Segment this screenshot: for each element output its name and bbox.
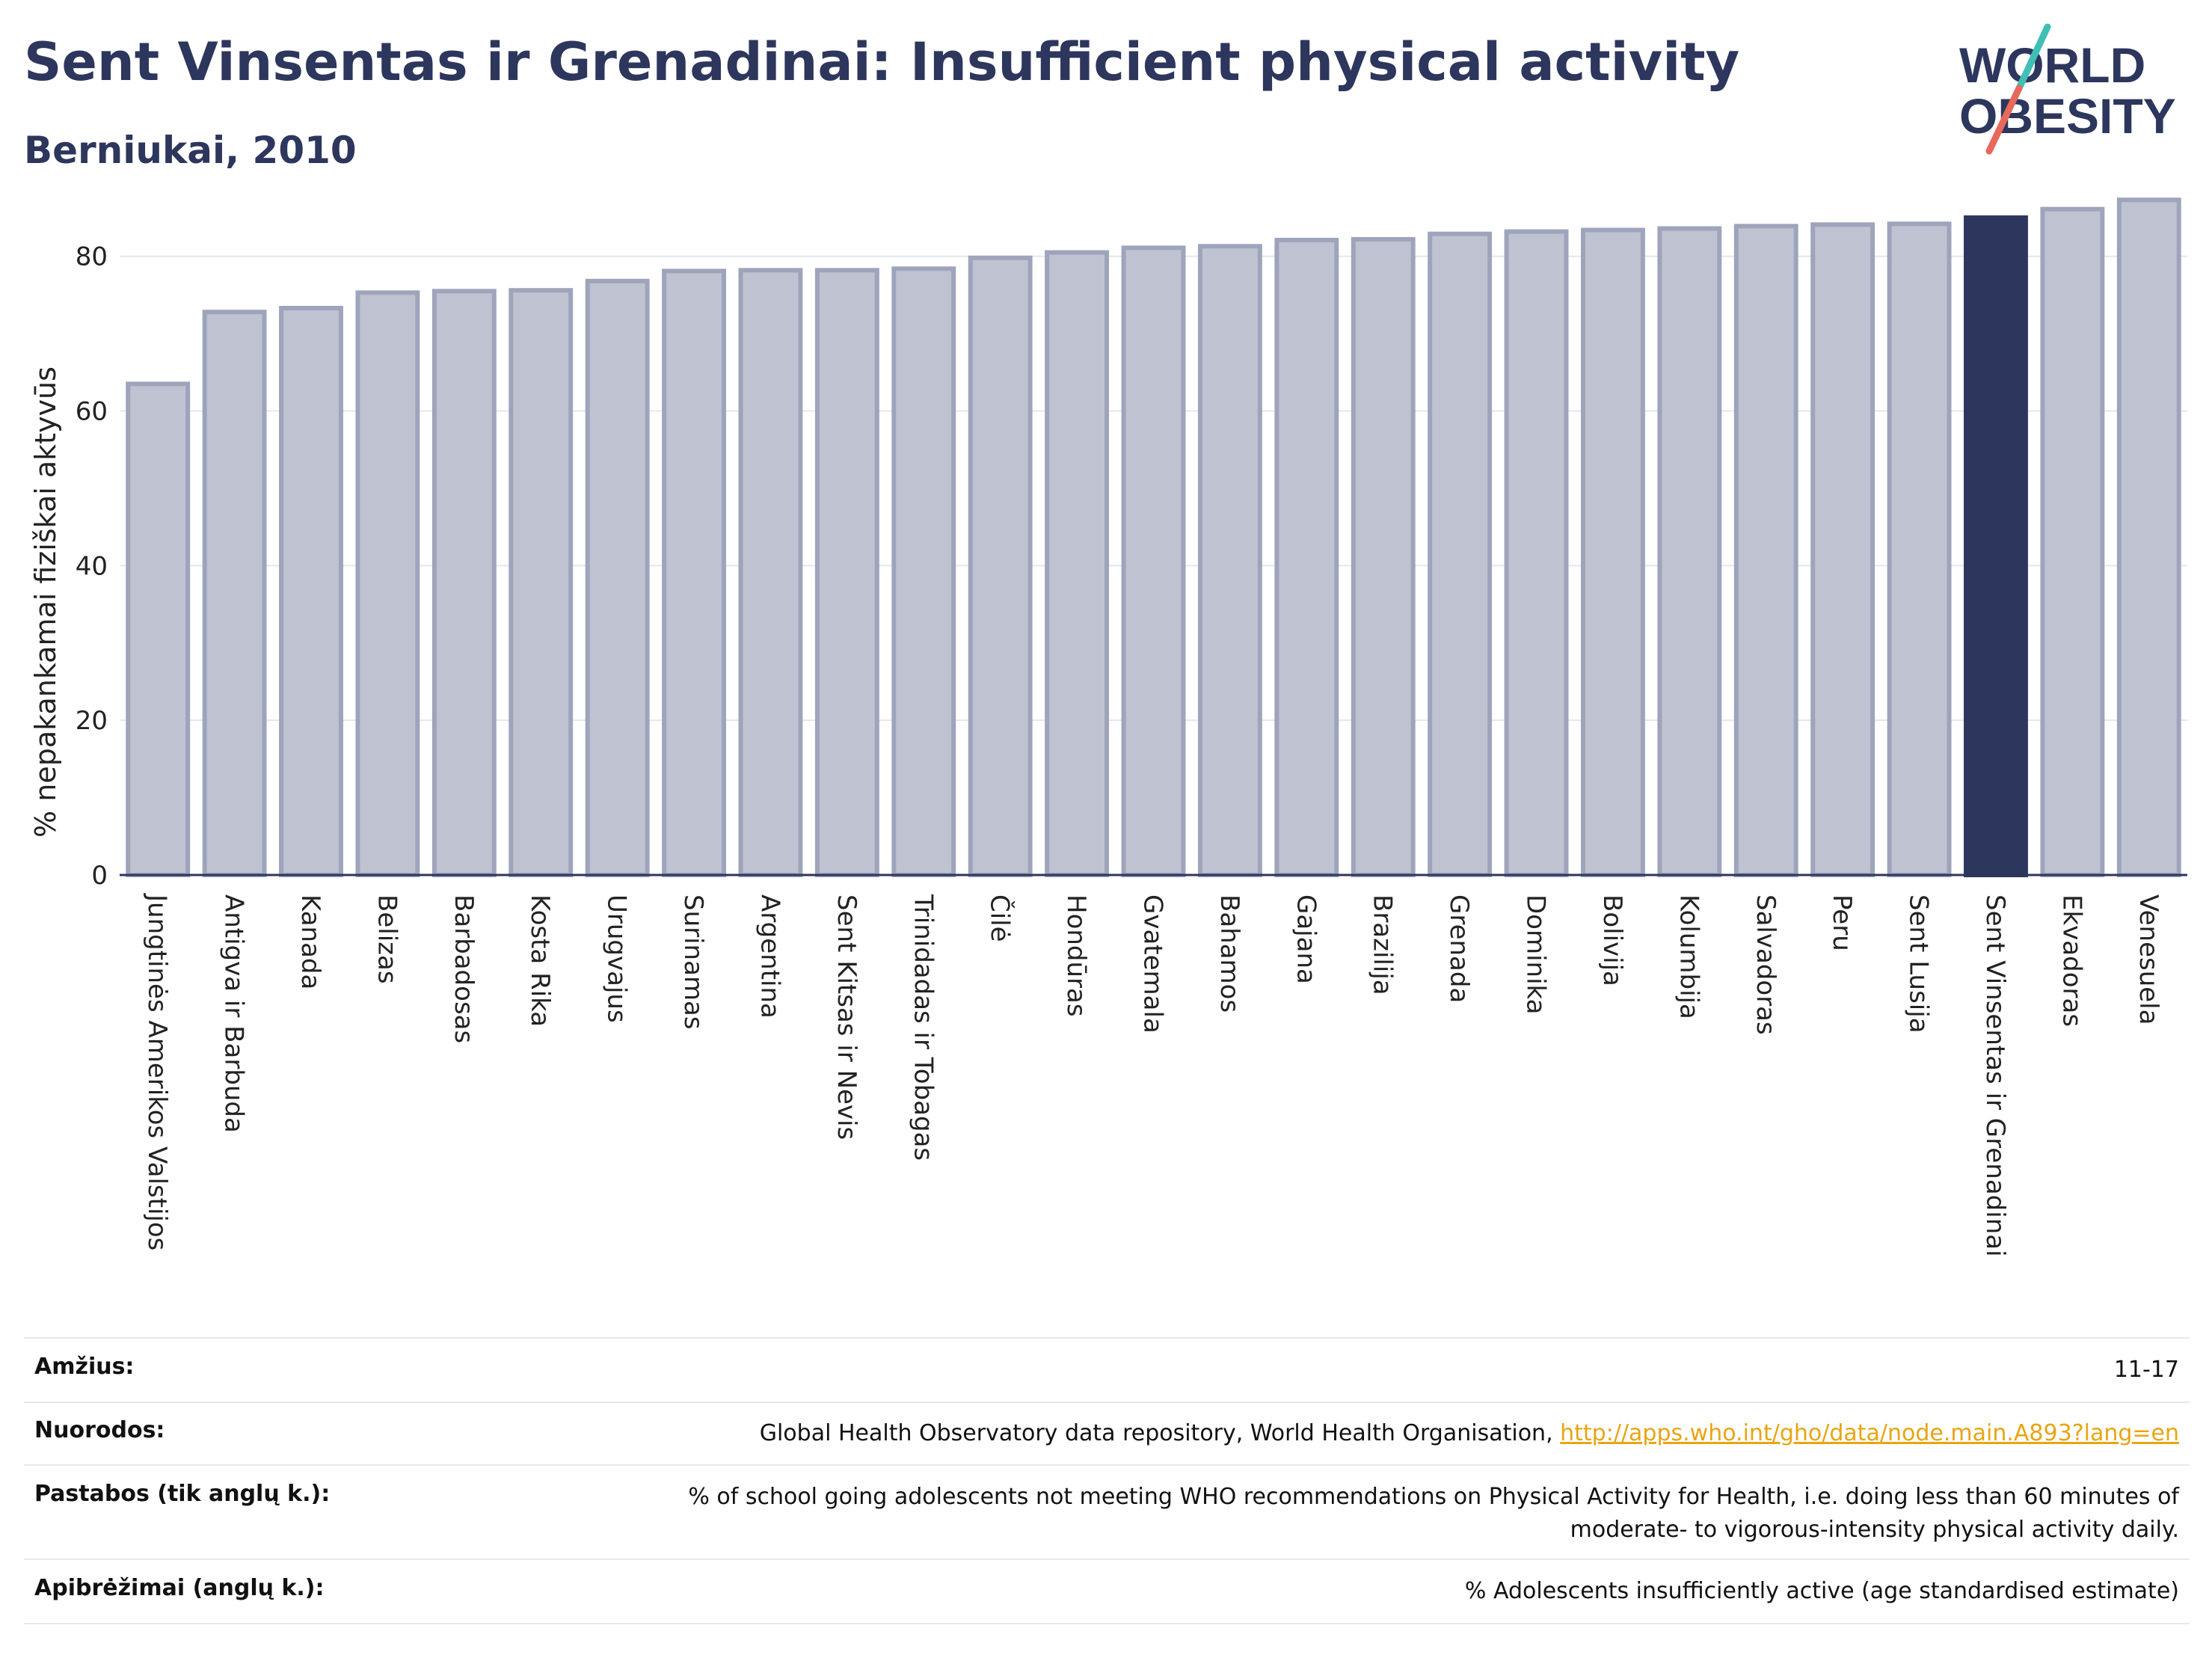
bar (2040, 206, 2105, 878)
info-label-references: Nuorodos: (34, 1417, 165, 1443)
bar (1045, 250, 1110, 877)
y-tick-label: 0 (91, 861, 108, 891)
x-tick-label: Sent Vinsentas ir Grenadinai (1980, 894, 2010, 1257)
x-tick-label: Grenada (1444, 894, 1474, 1003)
world-obesity-logo: WORLD OBESITY (1959, 23, 2176, 155)
bar (585, 278, 650, 877)
x-tick-label: Kolumbija (1674, 894, 1703, 1019)
bar (1351, 236, 1416, 877)
info-label-definitions: Apibrėžimai (anglų k.): (34, 1575, 325, 1601)
bar (1581, 227, 1645, 877)
x-tick-label: Bahamos (1214, 894, 1244, 1013)
x-tick-label: Trinidadas ir Tobagas (908, 894, 938, 1161)
who-source-link[interactable]: http://apps.who.int/gho/data/node.main.A… (1560, 1420, 2179, 1446)
info-label-age: Amžius: (34, 1354, 135, 1380)
bar-highlighted (1964, 215, 2028, 878)
bar (814, 268, 879, 878)
info-row-references: Nuorodos: Global Health Observatory data… (24, 1401, 2190, 1464)
bar (279, 306, 343, 877)
y-axis-label: % nepakankamai fiziškai aktyvūs (29, 366, 62, 838)
x-tick-label: Salvadoras (1751, 894, 1781, 1035)
x-tick-label: Urugvajus (602, 894, 632, 1023)
bar (1504, 229, 1569, 877)
info-value-notes: % of school going adolescents not meetin… (24, 1466, 2190, 1547)
x-tick-label: Sent Lusija (1904, 894, 1934, 1034)
bar (1810, 222, 1875, 878)
x-tick-label: Brazilija (1368, 894, 1398, 995)
bar (431, 289, 497, 877)
info-label-notes: Pastabos (tik anglų k.): (34, 1481, 331, 1507)
x-tick-label: Argentina (755, 894, 784, 1019)
x-tick-label: Barbadosas (449, 894, 479, 1043)
info-value-age: 11-17 (2113, 1357, 2179, 1383)
bar (1887, 221, 1952, 877)
x-tick-label: Surinamas (678, 894, 708, 1030)
info-value-references: Global Health Observatory data repositor… (24, 1403, 2190, 1450)
x-tick-label: Kosta Rika (525, 894, 555, 1027)
logo-slash-red (1985, 85, 2023, 155)
bar (1428, 231, 1493, 877)
bar (738, 268, 803, 878)
bar-chart: 0 20 40 60 80 Jungtinės Amerikos Valstijos An… (29, 197, 2187, 1257)
bar (662, 268, 726, 877)
x-tick-label: Dominika (1521, 894, 1551, 1014)
x-tick-label: Peru (1827, 894, 1857, 951)
x-tick-label: Bolivija (1597, 894, 1627, 986)
x-tick-label: Kanada (295, 894, 325, 989)
page-subtitle: Berniukai, 2010 (24, 129, 357, 172)
y-tick-label: 60 (76, 397, 108, 427)
x-tick-label: Jungtinės Amerikos Valstijos (142, 893, 172, 1250)
bar (509, 288, 574, 877)
info-table: Amžius: 11-17 Nuorodos: Global Health Ob… (24, 1337, 2190, 1624)
y-ticks-layer: 0 20 40 60 80 (76, 242, 108, 891)
bar (126, 381, 191, 877)
info-value-definitions: % Adolescents insufficiently active (age… (1464, 1578, 2179, 1604)
x-tick-label: Belizas (372, 894, 402, 984)
x-tick-label: Hondūras (1061, 894, 1091, 1017)
info-notes-line2: moderate- to vigorous-intensity physical… (1570, 1517, 2179, 1543)
bar (1121, 245, 1186, 877)
bar (355, 290, 420, 878)
bar (1274, 238, 1339, 877)
info-row-notes: Pastabos (tik anglų k.): % of school goi… (24, 1464, 2190, 1559)
x-tick-label: Ekvadoras (2056, 894, 2086, 1027)
x-tick-label: Sent Kitsas ir Nevis (832, 894, 861, 1140)
bar (2116, 197, 2181, 877)
y-tick-label: 80 (76, 242, 108, 272)
y-tick-label: 40 (76, 551, 108, 581)
y-tick-label: 20 (76, 706, 108, 736)
bar (1733, 224, 1798, 878)
logo-slash-teal (2015, 23, 2051, 92)
bar (1197, 244, 1262, 877)
x-ticks-layer: Jungtinės Amerikos Valstijos Antigva ir B… (142, 893, 2163, 1257)
bar (1657, 226, 1722, 877)
info-row-definitions: Apibrėžimai (anglų k.): % Adolescents in… (24, 1559, 2190, 1624)
page-title: Sent Vinsentas ir Grenadinai: Insufficie… (24, 31, 1740, 93)
info-row-age: Amžius: 11-17 (24, 1337, 2190, 1401)
bar (202, 310, 267, 877)
bar (891, 266, 956, 878)
x-tick-label: Venesuela (2133, 894, 2163, 1025)
bar (968, 255, 1033, 877)
x-tick-label: Čilė (985, 894, 1016, 942)
logo-text-world: WORLD (1959, 37, 2145, 93)
x-tick-label: Gajana (1291, 894, 1321, 984)
bars-layer (120, 197, 2187, 878)
info-reference-text: Global Health Observatory data repositor… (759, 1420, 1561, 1446)
x-tick-label: Gvatemala (1138, 894, 1168, 1034)
x-tick-label: Antigva ir Barbuda (219, 894, 249, 1133)
info-notes-line1: % of school going adolescents not meetin… (688, 1484, 2179, 1510)
